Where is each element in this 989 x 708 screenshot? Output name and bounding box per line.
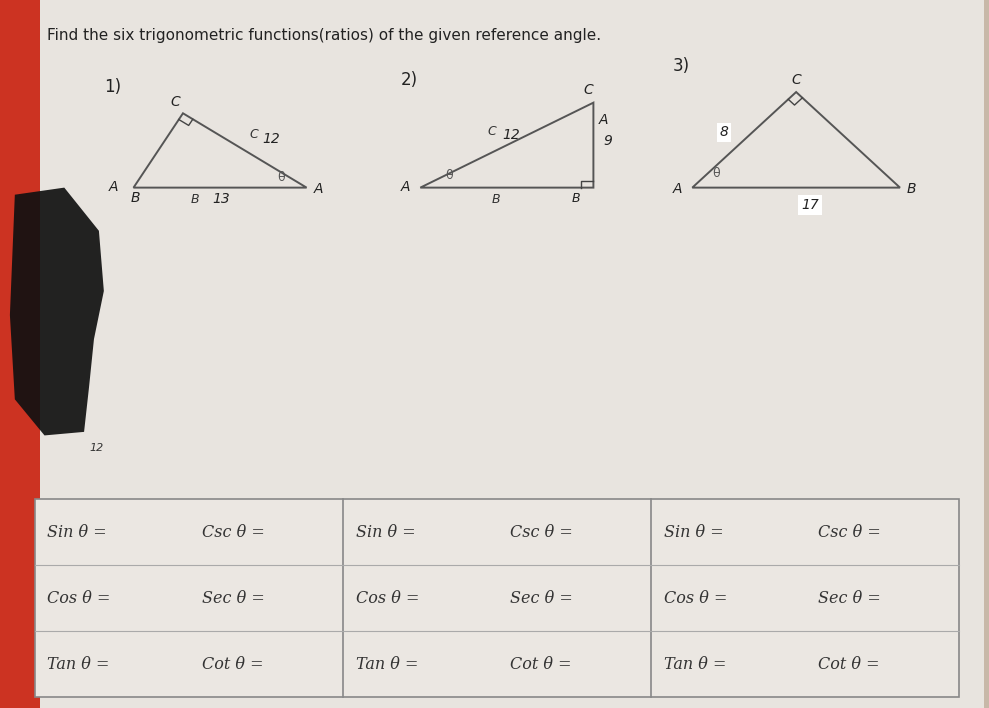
Text: Cos θ =: Cos θ = — [356, 590, 419, 607]
Text: C: C — [487, 125, 495, 137]
Text: Tan θ =: Tan θ = — [47, 656, 110, 673]
Text: Sec θ =: Sec θ = — [510, 590, 573, 607]
Text: B: B — [572, 192, 580, 205]
Text: A: A — [109, 180, 119, 194]
Bar — [35, 499, 959, 697]
Text: 2): 2) — [401, 71, 417, 89]
Text: Cos θ =: Cos θ = — [664, 590, 727, 607]
Text: θ: θ — [445, 169, 453, 182]
Text: C: C — [170, 95, 180, 109]
Text: B: B — [190, 193, 199, 206]
Text: 1): 1) — [104, 78, 121, 96]
Text: B: B — [131, 190, 140, 205]
Text: A: A — [673, 182, 682, 196]
Text: A: A — [401, 180, 410, 194]
Text: C: C — [249, 127, 258, 141]
Text: Csc θ =: Csc θ = — [202, 524, 264, 541]
Text: Sec θ =: Sec θ = — [202, 590, 264, 607]
Text: Find the six trigonometric functions(ratios) of the given reference angle.: Find the six trigonometric functions(rat… — [47, 28, 601, 43]
Text: 8: 8 — [719, 125, 728, 139]
Text: Csc θ =: Csc θ = — [818, 524, 881, 541]
Text: Sin θ =: Sin θ = — [47, 524, 107, 541]
Bar — [0, 0, 40, 708]
Text: B: B — [907, 182, 917, 196]
Text: Cot θ =: Cot θ = — [202, 656, 263, 673]
Text: 12: 12 — [501, 128, 519, 142]
Text: C: C — [584, 83, 593, 97]
Text: 12: 12 — [263, 132, 280, 147]
Text: 9: 9 — [603, 134, 612, 148]
Text: A: A — [314, 182, 323, 196]
Text: B: B — [492, 193, 500, 206]
Text: Cot θ =: Cot θ = — [510, 656, 572, 673]
Text: 12: 12 — [89, 443, 103, 453]
Text: C: C — [791, 72, 801, 86]
Text: 3): 3) — [673, 57, 689, 75]
Text: Tan θ =: Tan θ = — [664, 656, 726, 673]
Text: Cos θ =: Cos θ = — [47, 590, 111, 607]
Text: Sin θ =: Sin θ = — [664, 524, 724, 541]
Text: Sec θ =: Sec θ = — [818, 590, 881, 607]
Text: Csc θ =: Csc θ = — [510, 524, 573, 541]
Text: θ: θ — [277, 171, 285, 183]
Text: Cot θ =: Cot θ = — [818, 656, 879, 673]
Text: Sin θ =: Sin θ = — [356, 524, 415, 541]
Polygon shape — [10, 188, 104, 435]
Text: A: A — [598, 113, 608, 127]
Text: Tan θ =: Tan θ = — [356, 656, 418, 673]
Text: 13: 13 — [213, 192, 229, 206]
Text: 17: 17 — [801, 198, 819, 212]
Text: θ: θ — [712, 167, 720, 180]
